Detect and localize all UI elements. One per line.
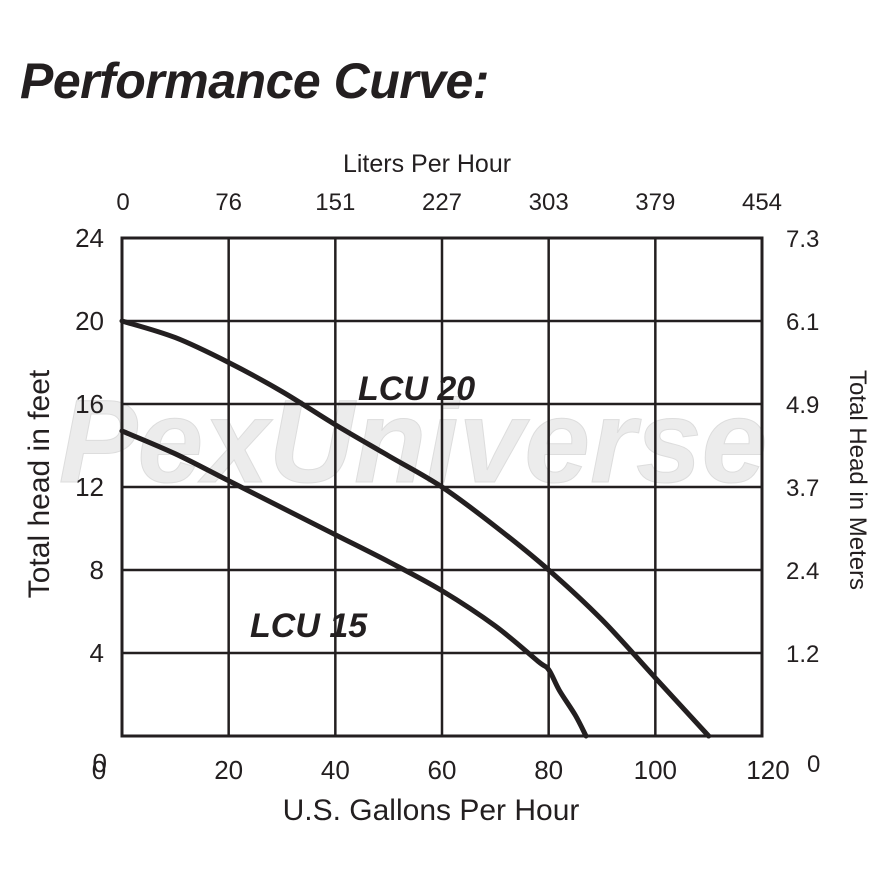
- series-label-lcu-15: LCU 15: [250, 607, 368, 645]
- x-axis-label: U.S. Gallons Per Hour: [283, 794, 580, 827]
- y2-tick-label: 4.9: [786, 392, 819, 419]
- x-tick-label: 40: [321, 755, 350, 785]
- x2-tick-label: 379: [635, 189, 675, 216]
- x2-tick-label: 0: [116, 189, 129, 216]
- y-tick-label: 8: [90, 555, 104, 585]
- y-tick-label: 24: [75, 223, 104, 253]
- y-tick-label: 16: [75, 389, 104, 419]
- x-tick-label: 60: [428, 755, 457, 785]
- x2-tick-label: 227: [422, 189, 462, 216]
- x-tick-label: 0: [92, 755, 106, 785]
- x2-tick-label: 76: [215, 189, 242, 216]
- y-tick-label: 12: [75, 472, 104, 502]
- series-line-lcu-20: [119, 318, 712, 739]
- y2-tick-label: 1.2: [786, 641, 819, 668]
- x-tick-label: 80: [534, 755, 563, 785]
- page-title: Performance Curve:: [20, 53, 489, 109]
- plot-frame: [120, 236, 764, 738]
- x2-axis-label: Liters Per Hour: [343, 150, 511, 178]
- x2-tick-label: 303: [529, 189, 569, 216]
- y-tick-label: 4: [90, 638, 104, 668]
- x2-tick-label: 151: [315, 189, 355, 216]
- x2-tick-label: 454: [742, 189, 782, 216]
- y2-tick-label: 6.1: [786, 309, 819, 336]
- series-label-lcu-20: LCU 20: [358, 370, 475, 408]
- x-tick-label: 20: [214, 755, 243, 785]
- series-line-lcu-15: [119, 428, 589, 739]
- y-axis-label: Total head in feet: [23, 369, 56, 598]
- y2-tick-label: 2.4: [786, 558, 819, 585]
- y2-axis-label: Total Head in Meters: [844, 370, 871, 590]
- y2-tick-label: 7.3: [786, 226, 819, 253]
- x-tick-label: 120: [746, 755, 789, 785]
- y2-tick-label: 0: [807, 751, 820, 778]
- y-tick-label: 20: [75, 306, 104, 336]
- y2-tick-label: 3.7: [786, 475, 819, 502]
- tick-labels: 0 20 40 60 80 100 120 0 76 151 227 303 379 454 4 8 12 16 2…: [75, 189, 820, 785]
- x-tick-label: 100: [634, 755, 677, 785]
- series-layer: [119, 318, 712, 739]
- y-tick-label: 0: [93, 748, 107, 778]
